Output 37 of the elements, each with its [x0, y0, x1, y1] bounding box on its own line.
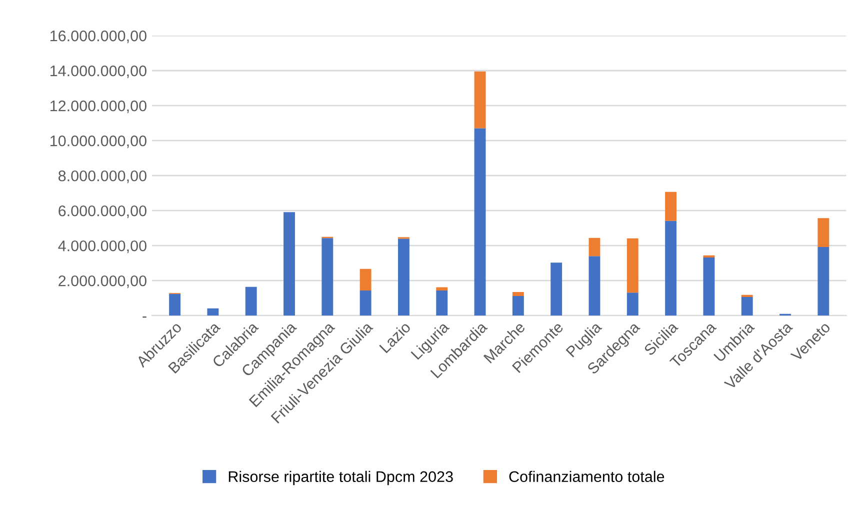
bar [474, 72, 486, 128]
y-tick-label: 14.000.000,00 [50, 65, 146, 78]
bar [550, 262, 562, 316]
bar [703, 257, 715, 316]
y-tick-label: 8.000.000,00 [58, 170, 146, 184]
bar [436, 287, 448, 291]
y-tick-label: 4.000.000,00 [58, 240, 146, 254]
legend-label: Risorse ripartite totali Dpcm 2023 [228, 470, 453, 486]
y-tick-label: - [142, 316, 146, 318]
bar [474, 128, 486, 316]
bar [207, 308, 219, 316]
bar [665, 192, 677, 221]
bar [436, 290, 448, 316]
bar [588, 256, 600, 316]
bar [665, 220, 677, 316]
bar [284, 212, 295, 316]
y-tick-label: 16.000.000,00 [50, 30, 146, 44]
bar [398, 238, 410, 316]
bar [322, 238, 334, 316]
bar [512, 292, 524, 296]
bar [818, 218, 830, 247]
y-tick-label: 2.000.000,00 [58, 275, 146, 288]
bar [360, 290, 372, 316]
bar [626, 292, 638, 316]
bar [626, 238, 638, 293]
bar [588, 238, 600, 256]
y-tick-label: 6.000.000,00 [58, 205, 146, 218]
y-tick-label: 12.000.000,00 [50, 100, 146, 114]
bar [169, 294, 181, 316]
y-tick-label: 10.000.000,00 [50, 135, 146, 148]
bar [245, 286, 257, 316]
legend-label: Cofinanziamento totale [509, 470, 664, 482]
bar [818, 246, 830, 316]
bar [741, 297, 753, 316]
bar [512, 296, 524, 316]
bar [741, 294, 753, 298]
bar [360, 268, 372, 291]
